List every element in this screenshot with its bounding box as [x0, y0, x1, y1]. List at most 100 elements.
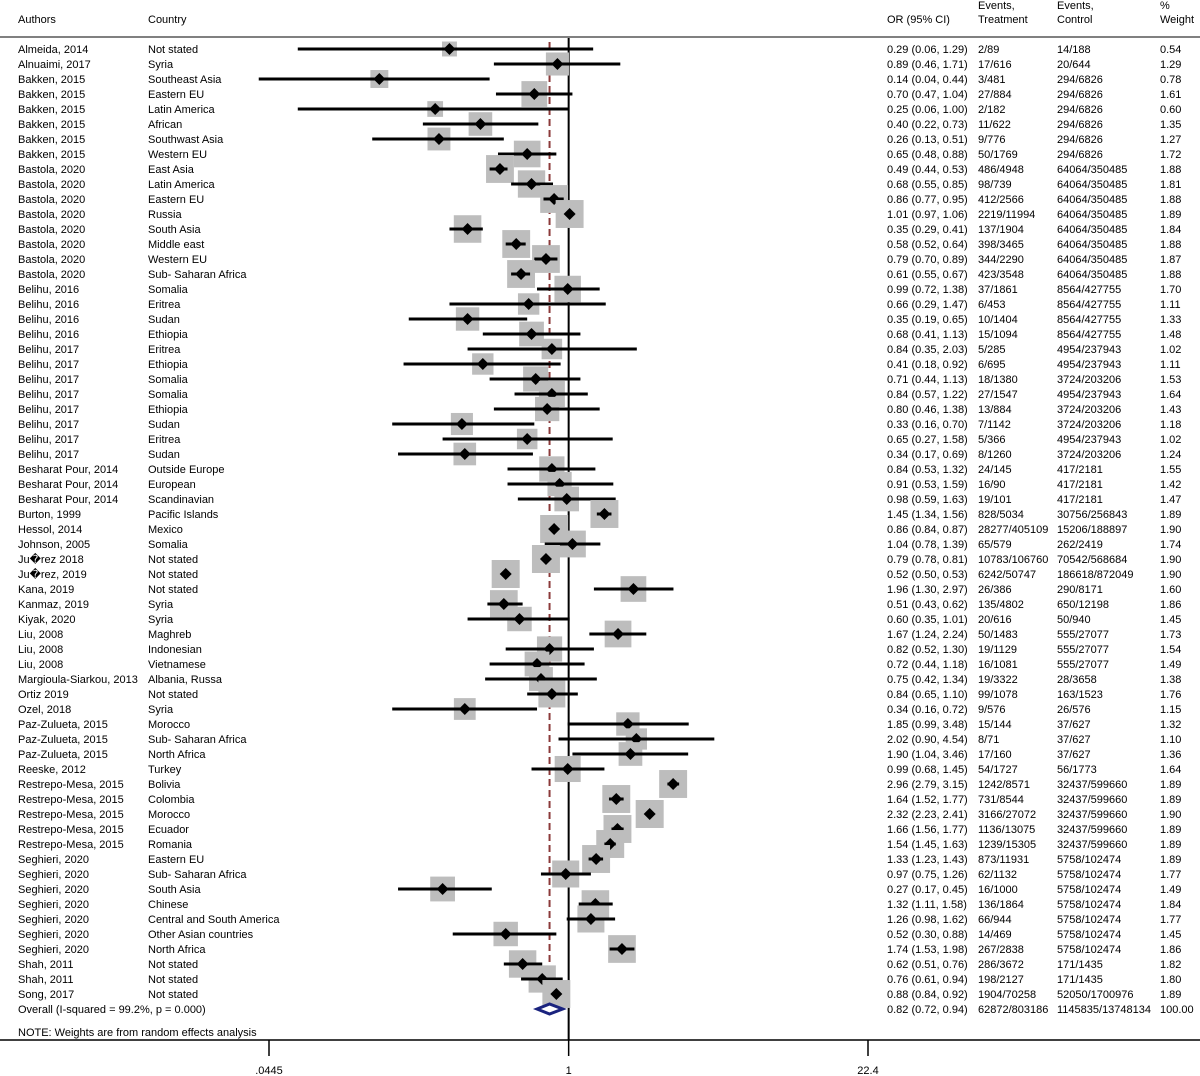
row-weight: 1.24 [1160, 449, 1181, 461]
row-events-treatment: 37/1861 [978, 284, 1018, 296]
row-events-treatment: 344/2290 [978, 254, 1024, 266]
row-events-treatment: 66/944 [978, 914, 1012, 926]
row-events-control: 64064/350485 [1057, 209, 1127, 221]
row-or-ci: 0.70 (0.47, 1.04) [887, 89, 968, 101]
point-estimate [627, 583, 640, 595]
row-events-control: 50/940 [1057, 614, 1091, 626]
point-estimate [521, 433, 534, 445]
point-estimate [590, 853, 603, 865]
row-events-control: 5758/102474 [1057, 914, 1121, 926]
point-estimate [610, 793, 623, 805]
row-events-treatment: 20/616 [978, 614, 1012, 626]
row-weight: 1.11 [1160, 359, 1181, 371]
row-weight: 1.74 [1160, 539, 1181, 551]
row-weight: 1.89 [1160, 794, 1181, 806]
row-country: Somalia [148, 284, 189, 296]
row-or-ci: 0.29 (0.06, 1.29) [887, 44, 968, 56]
row-events-treatment: 7/1142 [978, 419, 1011, 431]
row-or-ci: 0.79 (0.70, 0.89) [887, 254, 968, 266]
row-weight: 1.89 [1160, 824, 1181, 836]
row-country: Eritrea [148, 434, 181, 446]
row-author: Bastola, 2020 [18, 269, 85, 281]
row-weight: 1.73 [1160, 629, 1181, 641]
row-weight: 1.77 [1160, 869, 1181, 881]
row-events-treatment: 24/145 [978, 464, 1012, 476]
row-country: South Asia [148, 224, 201, 236]
row-events-treatment: 50/1483 [978, 629, 1018, 641]
point-estimate [630, 733, 643, 745]
row-country: Ethiopia [148, 359, 189, 371]
header-events-control-line1: Events, [1057, 0, 1094, 12]
row-or-ci: 1.67 (1.24, 2.24) [887, 629, 968, 641]
row-events-treatment: 135/4802 [978, 599, 1024, 611]
row-weight: 1.42 [1160, 479, 1181, 491]
row-weight: 1.55 [1160, 464, 1181, 476]
row-weight: 1.48 [1160, 329, 1181, 341]
row-or-ci: 0.51 (0.43, 0.62) [887, 599, 968, 611]
row-events-control: 163/1523 [1057, 689, 1103, 701]
row-events-treatment: 873/11931 [978, 854, 1029, 866]
row-or-ci: 0.86 (0.77, 0.95) [887, 194, 968, 206]
point-estimate [551, 58, 564, 70]
row-weight: 1.88 [1160, 164, 1181, 176]
row-or-ci: 0.76 (0.61, 0.94) [887, 974, 968, 986]
row-weight: 1.72 [1160, 149, 1181, 161]
row-events-treatment: 1242/8571 [978, 779, 1030, 791]
row-events-treatment: 16/90 [978, 479, 1006, 491]
row-author: Belihu, 2017 [18, 374, 79, 386]
row-or-ci: 1.33 (1.23, 1.43) [887, 854, 968, 866]
row-events-control: 8564/427755 [1057, 329, 1121, 341]
row-author: Paz-Zulueta, 2015 [18, 749, 108, 761]
row-weight: 1.70 [1160, 284, 1181, 296]
row-events-treatment: 1136/13075 [978, 824, 1035, 836]
row-country: Ethiopia [148, 329, 189, 341]
row-author: Seghieri, 2020 [18, 854, 89, 866]
point-estimate [541, 403, 554, 415]
row-country: Sudan [148, 449, 180, 461]
row-events-control: 64064/350485 [1057, 269, 1127, 281]
row-country: Central and South America [148, 914, 280, 926]
row-country: Southwast Asia [148, 134, 224, 146]
point-estimate [525, 178, 538, 190]
row-or-ci: 0.35 (0.29, 0.41) [887, 224, 968, 236]
row-country: Ecuador [148, 824, 189, 836]
point-estimate [373, 73, 386, 85]
row-weight: 1.47 [1160, 494, 1181, 506]
row-weight: 1.43 [1160, 404, 1181, 416]
row-author: Hessol, 2014 [18, 524, 82, 536]
row-events-control: 294/6826 [1057, 74, 1103, 86]
row-author: Belihu, 2017 [18, 344, 79, 356]
point-estimate [525, 328, 538, 340]
row-country: Albania, Russa [148, 674, 223, 686]
row-or-ci: 2.32 (2.23, 2.41) [887, 809, 968, 821]
point-estimate [529, 373, 542, 385]
row-weight: 0.78 [1160, 74, 1181, 86]
row-or-ci: 0.35 (0.19, 0.65) [887, 314, 968, 326]
row-events-treatment: 27/1547 [978, 389, 1018, 401]
row-events-treatment: 2/182 [978, 104, 1006, 116]
row-country: Latin America [148, 104, 216, 116]
point-estimate [432, 133, 445, 145]
row-events-control: 294/6826 [1057, 134, 1103, 146]
row-or-ci: 0.52 (0.30, 0.88) [887, 929, 968, 941]
row-events-treatment: 11/622 [978, 119, 1011, 131]
row-country: Ethiopia [148, 404, 189, 416]
row-weight: 1.90 [1160, 809, 1181, 821]
row-events-control: 650/12198 [1057, 599, 1109, 611]
row-or-ci: 0.86 (0.84, 0.87) [887, 524, 968, 536]
row-country: Syria [148, 704, 174, 716]
row-or-ci: 1.74 (1.53, 1.98) [887, 944, 968, 956]
row-weight: 1.88 [1160, 194, 1181, 206]
row-country: Somalia [148, 389, 189, 401]
row-events-control: 32437/599660 [1057, 839, 1127, 851]
row-weight: 1.81 [1160, 179, 1181, 191]
point-estimate [550, 988, 563, 1000]
row-country: Scandinavian [148, 494, 214, 506]
row-weight: 1.35 [1160, 119, 1181, 131]
row-weight: 1.11 [1160, 299, 1181, 311]
row-events-treatment: 14/469 [978, 929, 1012, 941]
row-events-control: 294/6826 [1057, 149, 1103, 161]
row-events-treatment: 412/2566 [978, 194, 1024, 206]
row-country: Sudan [148, 314, 180, 326]
point-estimate [528, 88, 541, 100]
